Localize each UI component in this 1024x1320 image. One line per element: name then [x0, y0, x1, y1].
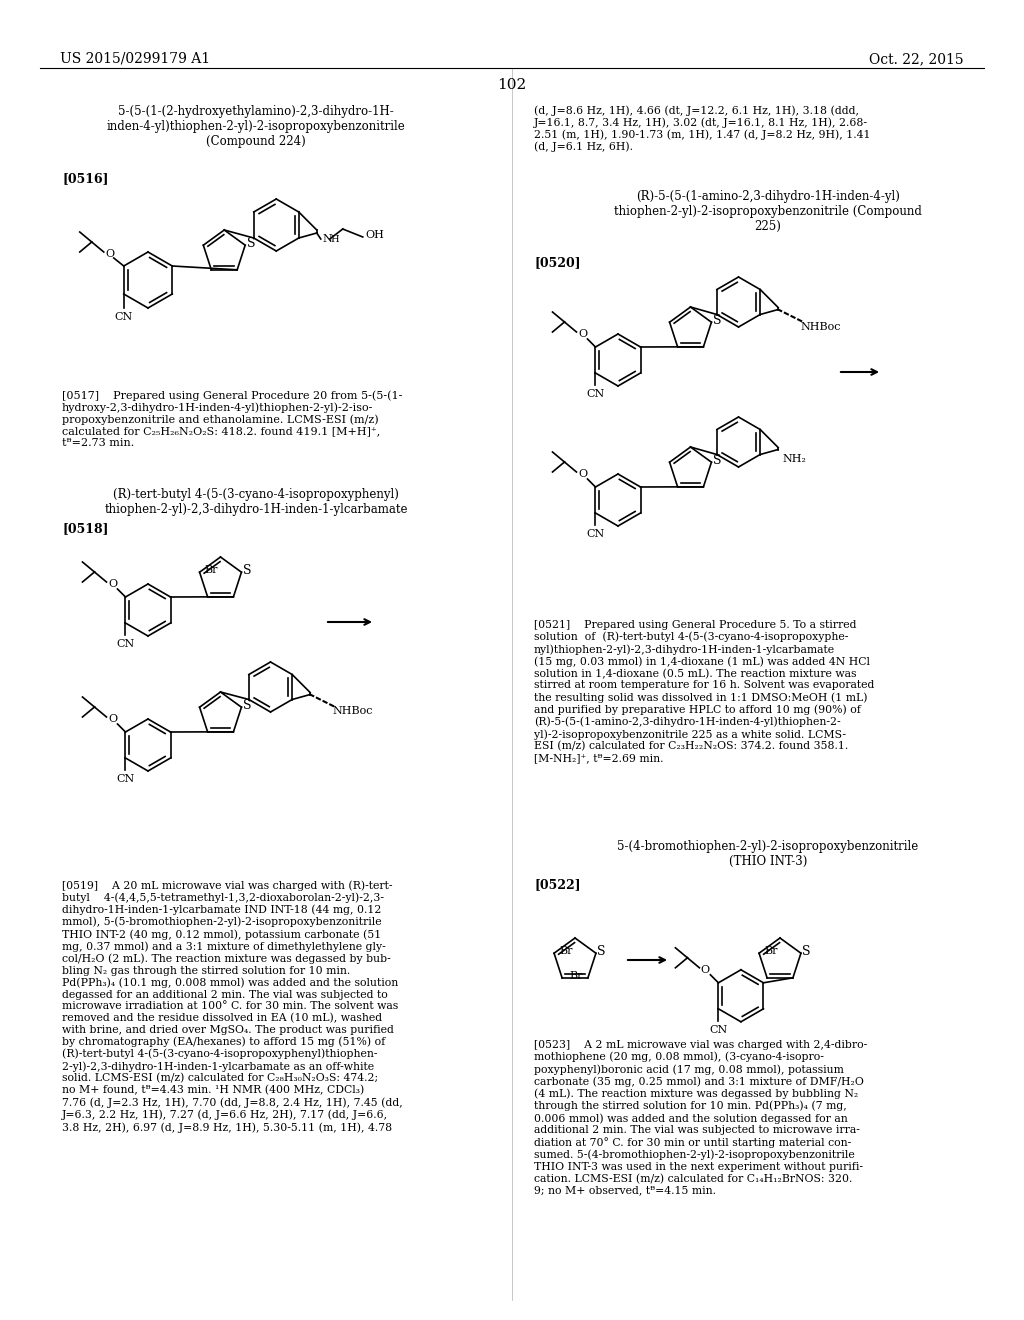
Text: [0523]    A 2 mL microwave vial was charged with 2,4-dibro-
mothiophene (20 mg, : [0523] A 2 mL microwave vial was charged…	[534, 1040, 867, 1196]
Text: Br: Br	[559, 946, 572, 956]
Text: 5-(5-(1-(2-hydroxyethylamino)-2,3-dihydro-1H-
inden-4-yl)thiophen-2-yl)-2-isopro: 5-(5-(1-(2-hydroxyethylamino)-2,3-dihydr…	[106, 106, 406, 148]
Text: (R)-5-(5-(1-amino-2,3-dihydro-1H-inden-4-yl)
thiophen-2-yl)-2-isopropoxybenzonit: (R)-5-(5-(1-amino-2,3-dihydro-1H-inden-4…	[614, 190, 922, 234]
Text: OH: OH	[366, 230, 385, 240]
Text: CN: CN	[117, 774, 134, 784]
Text: O: O	[700, 965, 710, 974]
Text: 102: 102	[498, 78, 526, 92]
Text: CN: CN	[587, 529, 604, 539]
Text: [0516]: [0516]	[62, 172, 109, 185]
Text: [0518]: [0518]	[62, 521, 109, 535]
Text: [0520]: [0520]	[534, 256, 581, 269]
Text: NHBoc: NHBoc	[332, 706, 373, 717]
Text: N: N	[323, 234, 333, 244]
Text: S: S	[243, 564, 252, 577]
Text: [0519]    A 20 mL microwave vial was charged with (R)-tert-
butyl    4-(4,4,5,5-: [0519] A 20 mL microwave vial was charge…	[62, 880, 402, 1133]
Text: O: O	[578, 469, 587, 479]
Text: S: S	[803, 945, 811, 958]
Text: (d, J=8.6 Hz, 1H), 4.66 (dt, J=12.2, 6.1 Hz, 1H), 3.18 (ddd,
J=16.1, 8.7, 3.4 Hz: (d, J=8.6 Hz, 1H), 4.66 (dt, J=12.2, 6.1…	[534, 106, 870, 152]
Text: S: S	[713, 314, 721, 327]
Text: [0522]: [0522]	[534, 878, 581, 891]
Text: Br: Br	[205, 565, 218, 576]
Text: [0521]    Prepared using General Procedure 5. To a stirred
solution  of  (R)-ter: [0521] Prepared using General Procedure …	[534, 620, 874, 763]
Text: S: S	[713, 454, 721, 467]
Text: [0517]    Prepared using General Procedure 20 from 5-(5-(1-
hydroxy-2,3-dihydro-: [0517] Prepared using General Procedure …	[62, 389, 402, 449]
Text: O: O	[105, 249, 115, 259]
Text: O: O	[108, 579, 117, 589]
Text: S: S	[597, 945, 606, 958]
Text: Br: Br	[569, 970, 583, 981]
Text: (R)-tert-butyl 4-(5-(3-cyano-4-isopropoxyphenyl)
thiophen-2-yl)-2,3-dihydro-1H-i: (R)-tert-butyl 4-(5-(3-cyano-4-isopropox…	[104, 488, 408, 516]
Text: CN: CN	[587, 389, 604, 399]
Text: H: H	[331, 235, 339, 244]
Text: CN: CN	[117, 639, 134, 649]
Text: S: S	[243, 698, 252, 711]
Text: NH₂: NH₂	[782, 454, 806, 465]
Text: CN: CN	[710, 1024, 727, 1035]
Text: US 2015/0299179 A1: US 2015/0299179 A1	[60, 51, 210, 66]
Text: S: S	[247, 236, 255, 249]
Text: CN: CN	[115, 312, 133, 322]
Text: Oct. 22, 2015: Oct. 22, 2015	[869, 51, 964, 66]
Text: O: O	[108, 714, 117, 723]
Text: O: O	[578, 329, 587, 339]
Text: NHBoc: NHBoc	[800, 322, 841, 331]
Text: Br: Br	[764, 946, 777, 956]
Text: 5-(4-bromothiophen-2-yl)-2-isopropoxybenzonitrile
(THIO INT-3): 5-(4-bromothiophen-2-yl)-2-isopropoxyben…	[617, 840, 919, 869]
